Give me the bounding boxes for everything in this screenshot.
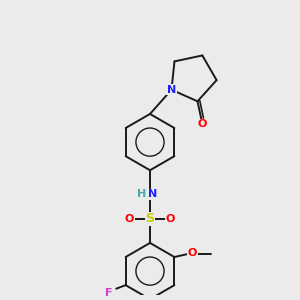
- Text: O: O: [188, 248, 197, 258]
- Text: O: O: [166, 214, 175, 224]
- Text: H: H: [137, 190, 146, 200]
- Text: O: O: [198, 119, 207, 129]
- Text: F: F: [106, 288, 113, 298]
- Text: N: N: [167, 85, 176, 95]
- Text: O: O: [125, 214, 134, 224]
- Text: N: N: [148, 190, 158, 200]
- Text: S: S: [146, 212, 154, 225]
